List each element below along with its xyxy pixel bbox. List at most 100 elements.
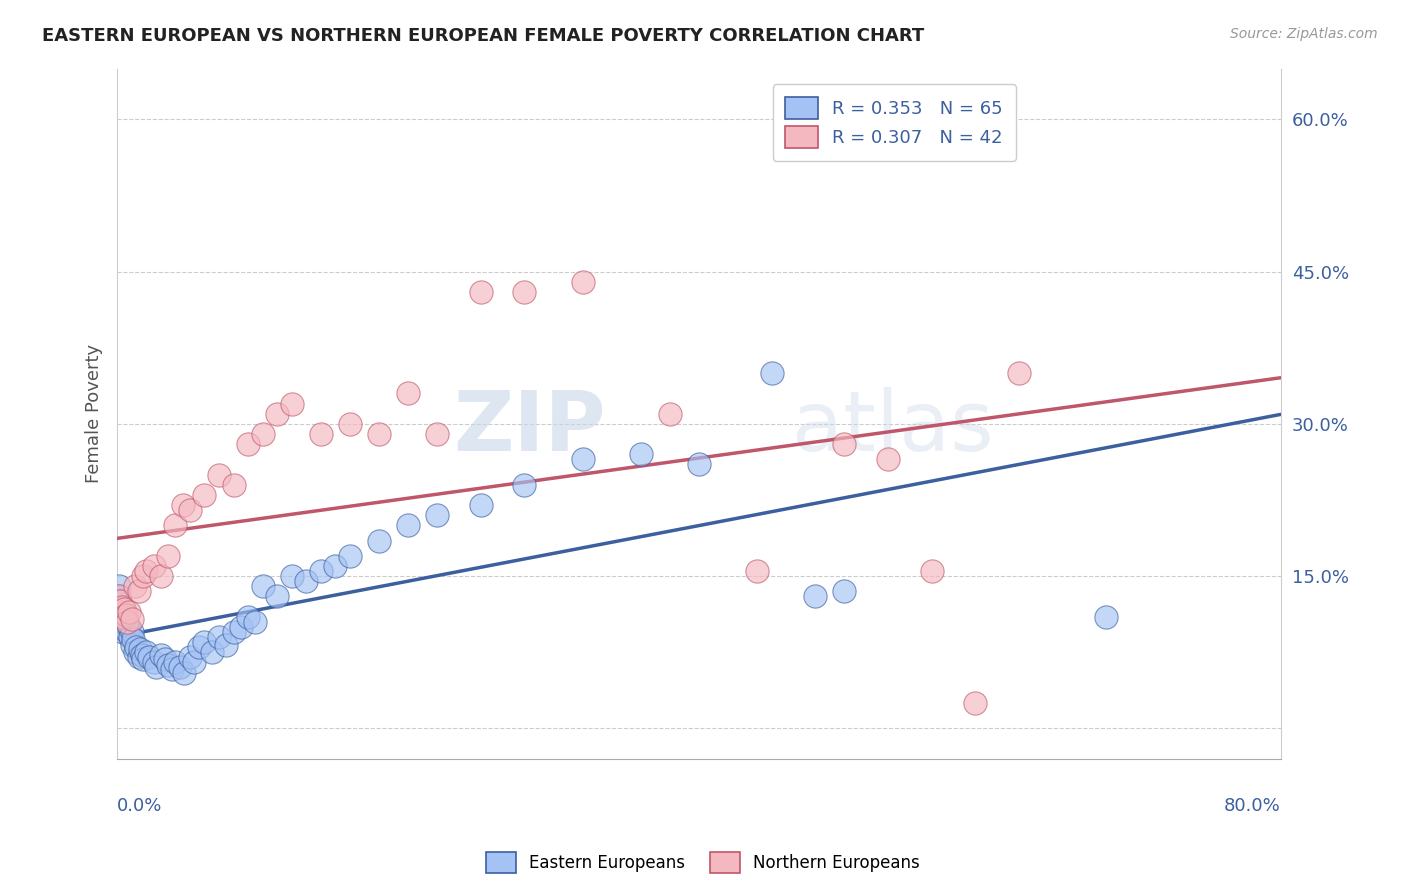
Point <box>745 564 768 578</box>
Point <box>165 656 187 670</box>
Point <box>470 498 492 512</box>
Point <box>339 549 361 563</box>
Point <box>193 488 215 502</box>
Point <box>162 663 184 677</box>
Point <box>153 652 176 666</box>
Point <box>107 605 129 619</box>
Point <box>117 615 139 629</box>
Point <box>179 650 201 665</box>
Text: ZIP: ZIP <box>453 387 606 468</box>
Point <box>1095 609 1118 624</box>
Point <box>111 609 134 624</box>
Point <box>129 642 152 657</box>
Point <box>122 632 145 646</box>
Point <box>118 620 141 634</box>
Point <box>630 447 652 461</box>
Point <box>149 569 172 583</box>
Point <box>280 396 302 410</box>
Point <box>688 458 710 472</box>
Point <box>804 590 827 604</box>
Point <box>513 285 536 299</box>
Point <box>201 645 224 659</box>
Point <box>215 638 238 652</box>
Point <box>111 624 134 639</box>
Point <box>761 366 783 380</box>
Point <box>323 558 346 573</box>
Point <box>426 426 449 441</box>
Point <box>107 590 129 604</box>
Point <box>114 601 136 615</box>
Point <box>107 579 129 593</box>
Point <box>208 630 231 644</box>
Point <box>114 601 136 615</box>
Point <box>309 426 332 441</box>
Legend: Eastern Europeans, Northern Europeans: Eastern Europeans, Northern Europeans <box>479 846 927 880</box>
Point <box>108 620 131 634</box>
Point <box>108 594 131 608</box>
Point <box>110 615 132 629</box>
Point <box>110 599 132 614</box>
Point <box>124 579 146 593</box>
Point <box>121 624 143 639</box>
Point <box>135 645 157 659</box>
Point <box>513 477 536 491</box>
Point <box>169 660 191 674</box>
Point <box>426 508 449 523</box>
Point <box>115 612 138 626</box>
Point <box>120 630 142 644</box>
Point <box>157 658 180 673</box>
Point <box>295 574 318 589</box>
Point <box>124 645 146 659</box>
Point <box>965 696 987 710</box>
Point <box>121 638 143 652</box>
Point <box>571 452 593 467</box>
Point <box>266 590 288 604</box>
Point <box>1008 366 1031 380</box>
Point <box>149 648 172 663</box>
Point <box>193 635 215 649</box>
Point <box>110 599 132 614</box>
Point <box>877 452 900 467</box>
Point <box>172 498 194 512</box>
Point <box>138 650 160 665</box>
Text: 0.0%: 0.0% <box>117 797 163 814</box>
Point <box>118 605 141 619</box>
Point <box>368 426 391 441</box>
Point <box>236 609 259 624</box>
Point <box>111 609 134 624</box>
Point <box>135 564 157 578</box>
Text: atlas: atlas <box>792 387 994 468</box>
Text: Source: ZipAtlas.com: Source: ZipAtlas.com <box>1230 27 1378 41</box>
Point <box>222 477 245 491</box>
Point <box>128 584 150 599</box>
Point <box>396 518 419 533</box>
Point <box>128 650 150 665</box>
Point <box>179 503 201 517</box>
Point <box>396 386 419 401</box>
Point <box>108 594 131 608</box>
Point <box>187 640 209 654</box>
Point <box>132 652 155 666</box>
Point <box>145 660 167 674</box>
Point <box>131 648 153 663</box>
Point <box>834 584 856 599</box>
Point <box>121 612 143 626</box>
Point <box>117 624 139 639</box>
Point <box>252 426 274 441</box>
Point <box>245 615 267 629</box>
Point <box>229 620 252 634</box>
Point <box>132 569 155 583</box>
Point <box>309 564 332 578</box>
Text: 80.0%: 80.0% <box>1223 797 1281 814</box>
Text: EASTERN EUROPEAN VS NORTHERN EUROPEAN FEMALE POVERTY CORRELATION CHART: EASTERN EUROPEAN VS NORTHERN EUROPEAN FE… <box>42 27 924 45</box>
Point <box>142 558 165 573</box>
Point <box>157 549 180 563</box>
Point <box>107 605 129 619</box>
Point <box>107 590 129 604</box>
Point <box>658 407 681 421</box>
Point <box>114 615 136 629</box>
Point <box>222 624 245 639</box>
Point <box>266 407 288 421</box>
Point <box>173 665 195 680</box>
Point <box>834 437 856 451</box>
